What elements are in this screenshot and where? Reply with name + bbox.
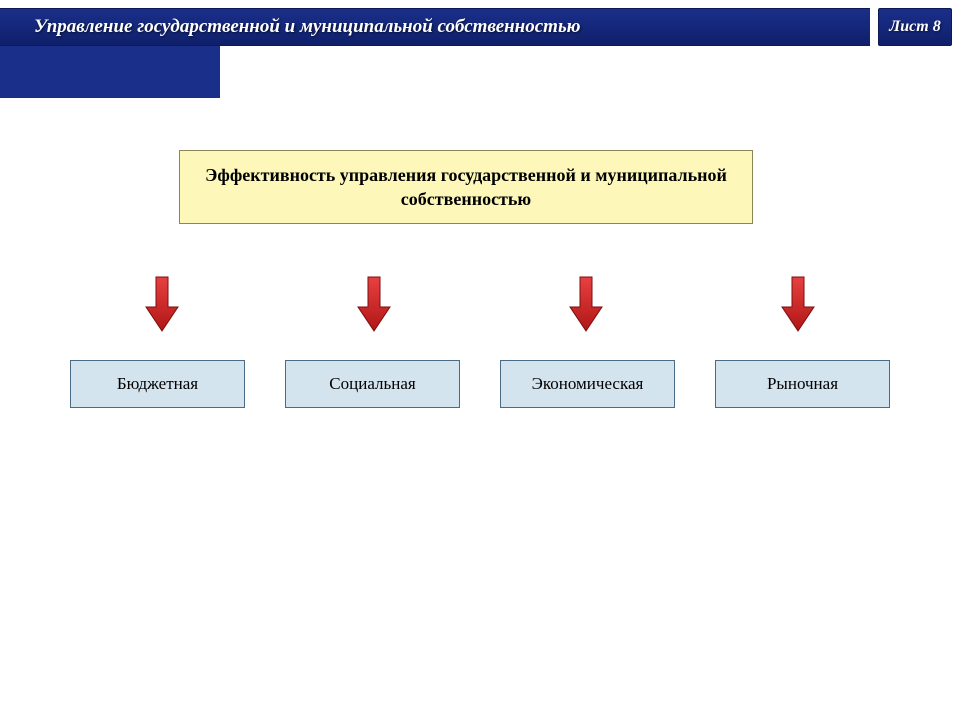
arrow-down-icon xyxy=(768,275,828,333)
children-row: Бюджетная Социальная Экономическая Рыночная xyxy=(0,360,960,408)
sheet-badge: Лист 8 xyxy=(878,8,952,46)
arrow-down-icon xyxy=(344,275,404,333)
child-box: Экономическая xyxy=(500,360,675,408)
child-box: Социальная xyxy=(285,360,460,408)
child-box: Рыночная xyxy=(715,360,890,408)
arrows-row xyxy=(0,275,960,333)
arrow-down-icon xyxy=(132,275,192,333)
child-box: Бюджетная xyxy=(70,360,245,408)
child-label: Социальная xyxy=(329,374,415,394)
child-label: Рыночная xyxy=(767,374,838,394)
child-label: Бюджетная xyxy=(117,374,198,394)
child-label: Экономическая xyxy=(532,374,644,394)
main-concept-box: Эффективность управления государственной… xyxy=(179,150,753,224)
sheet-label: Лист 8 xyxy=(889,18,940,36)
header-title: Управление государственной и муниципальн… xyxy=(34,16,581,38)
arrow-down-icon xyxy=(556,275,616,333)
main-concept-text: Эффективность управления государственной… xyxy=(198,163,734,212)
subheader-block xyxy=(0,46,220,98)
header-bar: Управление государственной и муниципальн… xyxy=(0,8,870,46)
